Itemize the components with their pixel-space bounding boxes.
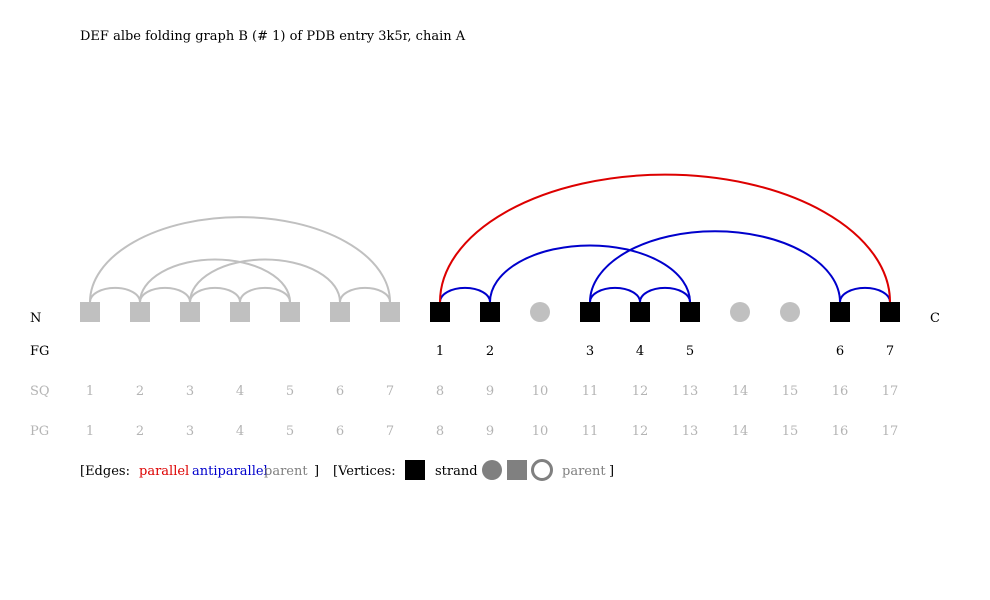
pg-label-11: 11 bbox=[582, 424, 599, 439]
fg-label-8: 1 bbox=[436, 344, 444, 359]
legend-parent-square-icon bbox=[507, 460, 527, 480]
sq-label-14: 14 bbox=[732, 384, 749, 399]
sq-label-4: 4 bbox=[236, 384, 244, 399]
sq-label-2: 2 bbox=[136, 384, 144, 399]
vertex-strand-12 bbox=[630, 302, 650, 322]
n-terminus-label: N bbox=[30, 311, 41, 326]
edges-layer bbox=[89, 173, 891, 303]
legend-strand-square-icon bbox=[405, 460, 425, 480]
legend-parent-edge: parent bbox=[264, 464, 308, 479]
legend-parent-vertex: parent bbox=[562, 464, 606, 479]
fg-label-12: 4 bbox=[636, 344, 644, 359]
vertices-layer bbox=[80, 302, 900, 322]
labels-layer: 1122334455667718829910103111141212513131… bbox=[86, 344, 898, 439]
pg-label-5: 5 bbox=[286, 424, 294, 439]
edge-parallel-8-17 bbox=[439, 173, 891, 303]
sq-label-6: 6 bbox=[336, 384, 344, 399]
graph-title: DEF albe folding graph B (# 1) of PDB en… bbox=[80, 29, 466, 44]
fg-label-13: 5 bbox=[686, 344, 694, 359]
pg-label-13: 13 bbox=[682, 424, 699, 439]
edge-antiparallel-9-13 bbox=[489, 244, 691, 303]
vertex-parent-strand-2 bbox=[130, 302, 150, 322]
sq-label-3: 3 bbox=[186, 384, 194, 399]
pg-label-2: 2 bbox=[136, 424, 144, 439]
edge-parent-6-7 bbox=[339, 286, 391, 303]
fg-label-11: 3 bbox=[586, 344, 594, 359]
sq-label-16: 16 bbox=[832, 384, 849, 399]
vertex-parent-strand-3 bbox=[180, 302, 200, 322]
pg-label-16: 16 bbox=[832, 424, 849, 439]
sq-label-13: 13 bbox=[682, 384, 699, 399]
edge-parent-2-5 bbox=[139, 258, 291, 303]
legend-vertices-close: ] bbox=[609, 464, 614, 479]
pg-label-8: 8 bbox=[436, 424, 444, 439]
sq-label-10: 10 bbox=[532, 384, 549, 399]
edge-parent-3-4 bbox=[189, 286, 241, 303]
sq-label-15: 15 bbox=[782, 384, 799, 399]
sq-label-17: 17 bbox=[882, 384, 899, 399]
pg-label-14: 14 bbox=[732, 424, 749, 439]
vertex-strand-16 bbox=[830, 302, 850, 322]
pg-label-3: 3 bbox=[186, 424, 194, 439]
edge-antiparallel-11-16 bbox=[589, 230, 841, 303]
vertex-strand-9 bbox=[480, 302, 500, 322]
sq-label-7: 7 bbox=[386, 384, 394, 399]
edge-parent-2-3 bbox=[139, 286, 191, 303]
vertex-parent-strand-5 bbox=[280, 302, 300, 322]
edge-parent-3-6 bbox=[189, 258, 341, 303]
pg-label-1: 1 bbox=[86, 424, 94, 439]
legend-vertices-open: [Vertices: bbox=[333, 464, 396, 479]
edge-antiparallel-8-9 bbox=[439, 286, 491, 303]
legend: [Edges: parallel antiparallel parent ] [… bbox=[80, 459, 614, 481]
legend-parent-ring-icon bbox=[531, 459, 553, 481]
vertex-strand-11 bbox=[580, 302, 600, 322]
edge-parent-4-5 bbox=[239, 286, 291, 303]
vertex-parent-strand-1 bbox=[80, 302, 100, 322]
pg-label-10: 10 bbox=[532, 424, 549, 439]
pg-label-9: 9 bbox=[486, 424, 494, 439]
pg-label-7: 7 bbox=[386, 424, 394, 439]
fg-label-17: 7 bbox=[886, 344, 894, 359]
sq-label-1: 1 bbox=[86, 384, 94, 399]
pg-label-15: 15 bbox=[782, 424, 799, 439]
edge-antiparallel-16-17 bbox=[839, 286, 891, 303]
legend-parallel: parallel bbox=[139, 464, 189, 479]
sq-label-5: 5 bbox=[286, 384, 294, 399]
sq-label-11: 11 bbox=[582, 384, 599, 399]
vertex-parent-helix-10 bbox=[530, 302, 550, 322]
vertex-parent-helix-15 bbox=[780, 302, 800, 322]
legend-antiparallel: antiparallel bbox=[192, 464, 268, 479]
vertex-strand-17 bbox=[880, 302, 900, 322]
pg-row-label: PG bbox=[30, 424, 49, 439]
vertex-parent-helix-14 bbox=[730, 302, 750, 322]
fg-label-16: 6 bbox=[836, 344, 844, 359]
sq-label-9: 9 bbox=[486, 384, 494, 399]
vertex-parent-strand-6 bbox=[330, 302, 350, 322]
vertex-parent-strand-4 bbox=[230, 302, 250, 322]
sq-label-12: 12 bbox=[632, 384, 649, 399]
sq-row-label: SQ bbox=[30, 384, 50, 399]
pg-label-4: 4 bbox=[236, 424, 244, 439]
c-terminus-label: C bbox=[930, 311, 940, 326]
vertex-strand-13 bbox=[680, 302, 700, 322]
vertex-parent-strand-7 bbox=[380, 302, 400, 322]
fg-label-9: 2 bbox=[486, 344, 494, 359]
legend-parent-circle-icon bbox=[482, 460, 502, 480]
pg-label-12: 12 bbox=[632, 424, 649, 439]
legend-edges-close: ] bbox=[314, 464, 319, 479]
edge-parent-1-2 bbox=[89, 286, 141, 303]
edge-antiparallel-12-13 bbox=[639, 286, 691, 303]
edge-parent-1-7 bbox=[89, 216, 391, 303]
sq-label-8: 8 bbox=[436, 384, 444, 399]
vertex-strand-8 bbox=[430, 302, 450, 322]
fg-row-label: FG bbox=[30, 344, 49, 359]
edge-antiparallel-11-12 bbox=[589, 286, 641, 303]
pg-label-17: 17 bbox=[882, 424, 899, 439]
legend-strand: strand bbox=[435, 464, 478, 479]
pg-label-6: 6 bbox=[336, 424, 344, 439]
legend-edges-open: [Edges: bbox=[80, 464, 130, 479]
